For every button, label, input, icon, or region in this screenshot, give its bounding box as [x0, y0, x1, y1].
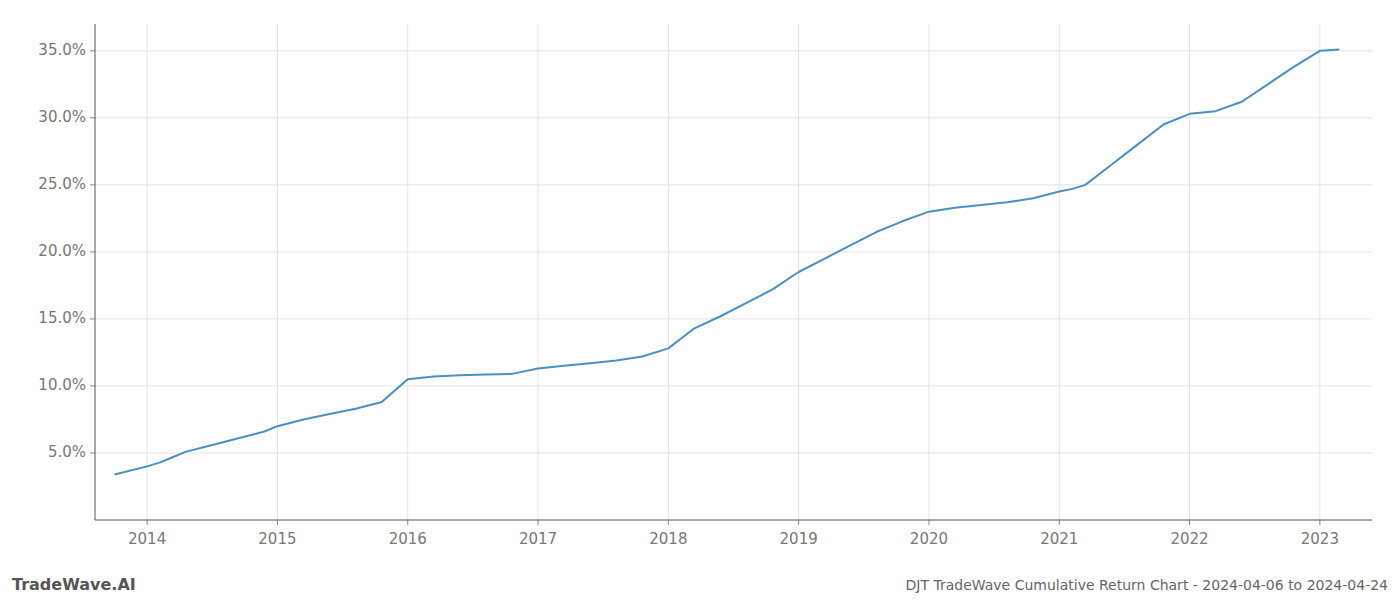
grid-line-x [407, 24, 408, 520]
tick-label-y: 30.0% [38, 108, 86, 126]
tick-label-x: 2022 [1170, 530, 1208, 548]
tick-x [277, 520, 278, 525]
title: DJT TradeWave Cumulative Return Chart - … [906, 577, 1389, 593]
tick-x [798, 520, 799, 525]
axis-line-x [95, 520, 1372, 521]
tick-x [668, 520, 669, 525]
tick-x [538, 520, 539, 525]
tick-label-x: 2020 [910, 530, 948, 548]
tick-y [90, 452, 95, 453]
tick-y [90, 50, 95, 51]
tick-label-x: 2015 [258, 530, 296, 548]
grid [95, 24, 1372, 520]
tick-x [1319, 520, 1320, 525]
tick-label-x: 2014 [128, 530, 166, 548]
grid-line-y [95, 385, 1372, 386]
grid-line-x [277, 24, 278, 520]
tick-y [90, 385, 95, 386]
grid-line-x [668, 24, 669, 520]
tick-y [90, 318, 95, 319]
watermark: TradeWave.AI [12, 575, 136, 594]
tick-label-x: 2019 [780, 530, 818, 548]
grid-line-x [1059, 24, 1060, 520]
tick-y [90, 251, 95, 252]
line [115, 49, 1340, 474]
tick-label-x: 2023 [1301, 530, 1339, 548]
tick-x [1059, 520, 1060, 525]
tick-label-x: 2016 [389, 530, 427, 548]
axes: 5.0% 10.0% 15.0% 20.0% 25.0% 30.0% 35.0% 2014 20… [38, 24, 1372, 548]
grid-line-x [1189, 24, 1190, 520]
tick-x [928, 520, 929, 525]
grid-line-y [95, 452, 1372, 453]
tick-y [90, 117, 95, 118]
grid-line-x [147, 24, 148, 520]
grid-line-y [95, 184, 1372, 185]
grid-line-x [538, 24, 539, 520]
tick-label-y: 20.0% [38, 242, 86, 260]
grid-line-y [95, 50, 1372, 51]
plot-area [115, 49, 1340, 474]
tick-label-x: 2018 [649, 530, 687, 548]
tick-label-y: 5.0% [48, 443, 86, 461]
tick-label-y: 15.0% [38, 309, 86, 327]
tick-label-x: 2017 [519, 530, 557, 548]
tick-label-y: 35.0% [38, 41, 86, 59]
grid-line-x [928, 24, 929, 520]
background [0, 0, 1400, 600]
tick-label-x: 2021 [1040, 530, 1078, 548]
chart: 5.0% 10.0% 15.0% 20.0% 25.0% 30.0% 35.0% 2014 20… [0, 0, 1400, 600]
grid-line-x [1319, 24, 1320, 520]
axis-line-y [95, 24, 96, 520]
tick-x [147, 520, 148, 525]
grid-line-y [95, 251, 1372, 252]
tick-x [407, 520, 408, 525]
tick-y [90, 184, 95, 185]
tick-label-y: 10.0% [38, 376, 86, 394]
tick-x [1189, 520, 1190, 525]
grid-line-y [95, 318, 1372, 319]
tick-label-y: 25.0% [38, 175, 86, 193]
